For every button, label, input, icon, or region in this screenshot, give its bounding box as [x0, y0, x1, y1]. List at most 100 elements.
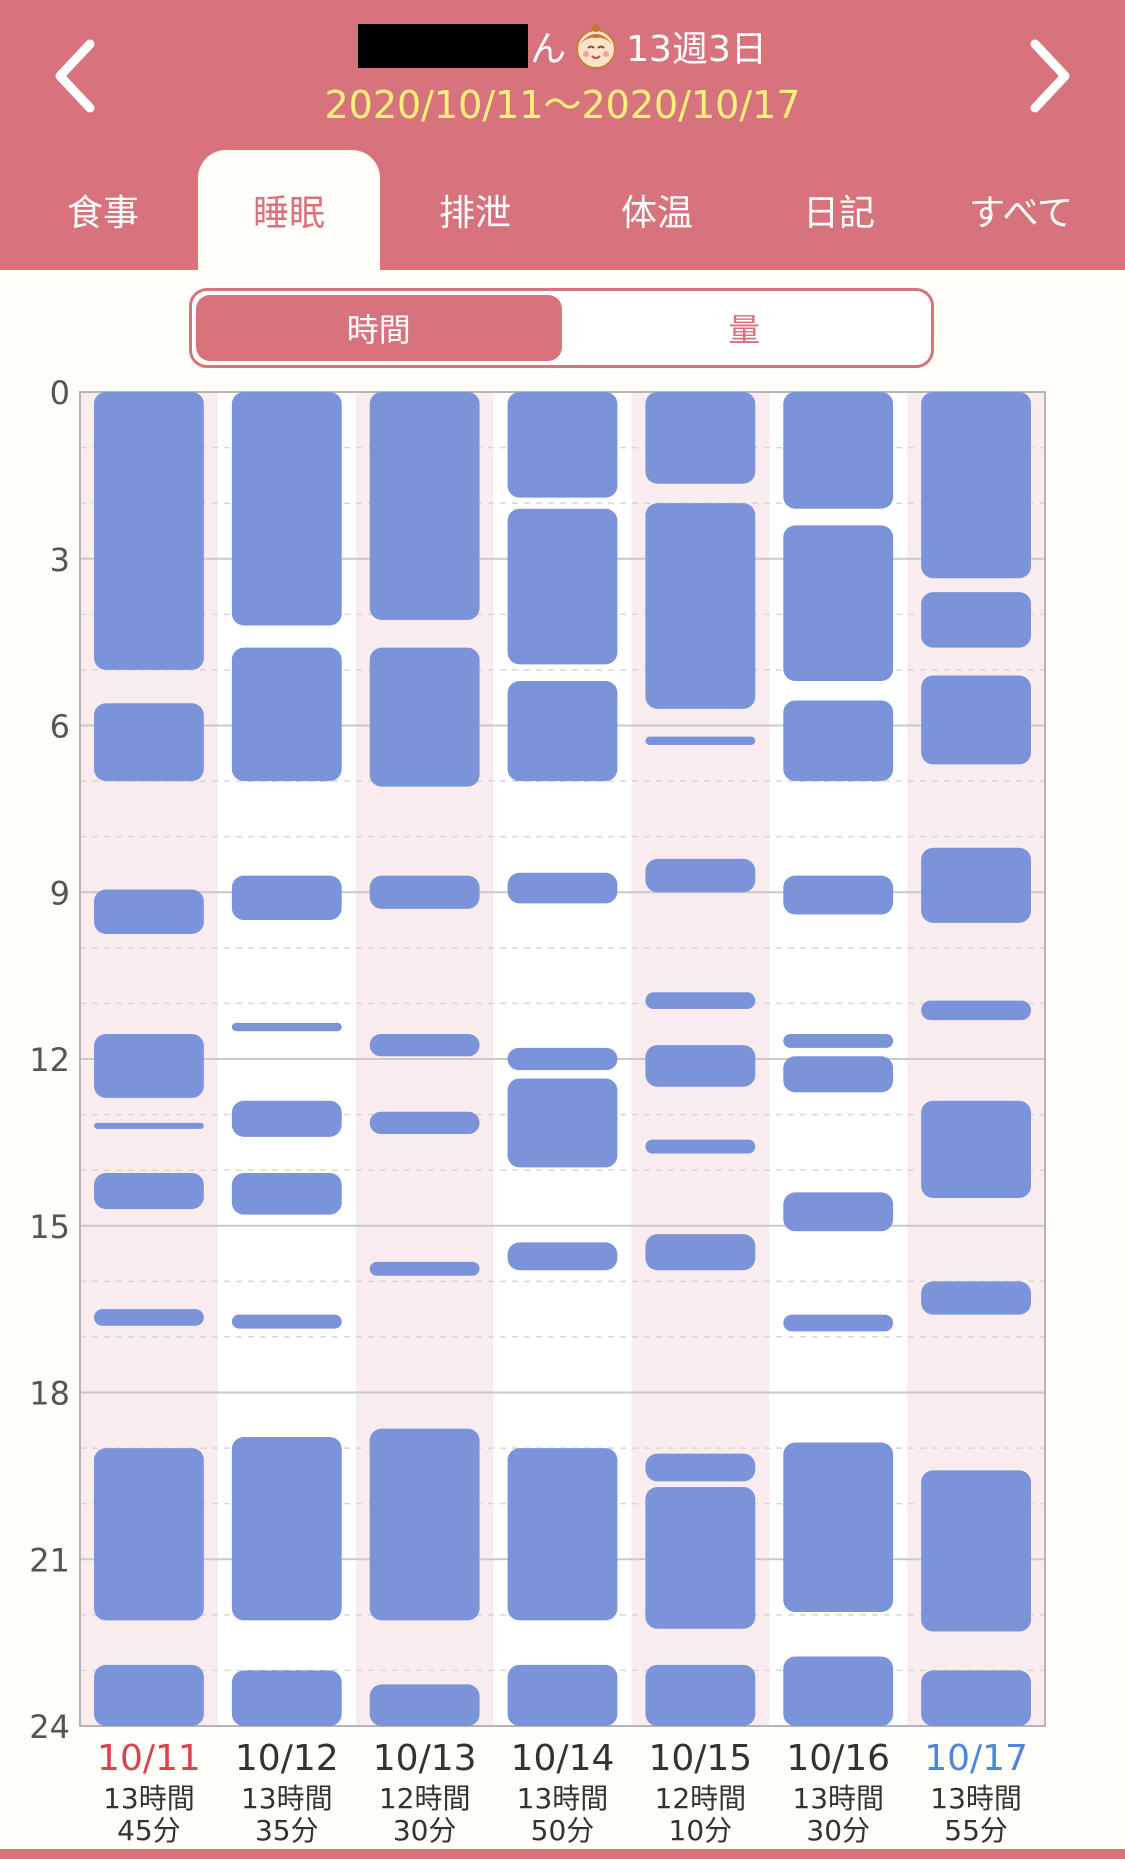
sleep-bar [645, 736, 756, 745]
y-tick-label: 9 [50, 874, 70, 912]
total-hours-label: 13時間 [792, 1782, 884, 1815]
sleep-bar [645, 1486, 756, 1629]
total-hours-label: 13時間 [517, 1782, 609, 1815]
sleep-bar [231, 875, 342, 921]
y-tick-label: 15 [29, 1208, 70, 1246]
total-hours-label: 13時間 [241, 1782, 333, 1815]
x-date-label: 10/12 [235, 1738, 339, 1779]
total-minutes-label: 10分 [669, 1814, 733, 1847]
sleep-bar [645, 1664, 756, 1726]
total-hours-label: 13時間 [103, 1782, 195, 1815]
redacted-name [358, 24, 529, 68]
y-tick-label: 0 [50, 380, 70, 412]
sleep-bar [921, 1100, 1031, 1198]
chevron-left-icon [55, 39, 95, 113]
sleep-bar [507, 1448, 618, 1621]
baby-age: 13週3日 [626, 29, 767, 70]
segment-amount[interactable]: 量 [728, 311, 761, 349]
sleep-bar [783, 392, 894, 509]
total-minutes-label: 30分 [806, 1814, 870, 1847]
sleep-bar [645, 503, 756, 709]
sleep-bar [645, 1234, 756, 1271]
sleep-bar [921, 392, 1031, 579]
total-hours-label: 13時間 [930, 1782, 1022, 1815]
sleep-bar [783, 1033, 894, 1048]
total-minutes-label: 45分 [117, 1814, 181, 1847]
sleep-bar [369, 875, 480, 909]
sleep-bar [94, 1122, 204, 1129]
sleep-bar [94, 1172, 204, 1210]
date-range: 2020/10/11〜2020/10/17 [324, 83, 801, 127]
sleep-bar [507, 1078, 618, 1168]
sleep-bar [921, 1470, 1031, 1632]
tab-diary[interactable]: 日記 [802, 193, 875, 234]
sleep-bar [783, 700, 894, 782]
sleep-bar [94, 703, 204, 782]
sleep-bar [369, 647, 480, 787]
sleep-bar [369, 1033, 480, 1057]
x-date-label: 10/15 [648, 1738, 752, 1779]
sleep-bar [783, 875, 894, 915]
tab-all[interactable]: すべて [968, 193, 1074, 234]
sleep-bar [507, 508, 618, 665]
sleep-bar [231, 392, 342, 626]
sleep-bar [783, 525, 894, 682]
sleep-bar [231, 1314, 342, 1329]
sleep-bar [921, 675, 1031, 765]
sleep-bar [921, 1000, 1031, 1021]
sleep-bar [507, 681, 618, 782]
baby-face-icon [576, 24, 617, 69]
y-tick-label: 6 [50, 708, 70, 746]
sleep-bar [231, 1670, 342, 1726]
y-tick-label: 18 [29, 1375, 70, 1413]
sleep-bar [507, 1242, 618, 1271]
sleep-bar [921, 1281, 1031, 1315]
sleep-bar [921, 592, 1031, 648]
next-week-button[interactable] [1010, 36, 1090, 116]
sleep-bar [231, 1172, 342, 1215]
tab-excretion[interactable]: 排泄 [438, 193, 511, 234]
sleep-bar [369, 1111, 480, 1135]
sleep-bar [783, 1192, 894, 1232]
sleep-bar [231, 1436, 342, 1621]
y-tick-label: 12 [29, 1041, 70, 1079]
total-hours-label: 12時間 [655, 1782, 747, 1815]
sleep-bar [921, 847, 1031, 923]
total-minutes-label: 30分 [393, 1814, 457, 1847]
sleep-bar [94, 1033, 204, 1098]
sleep-bar [369, 1428, 480, 1621]
title-line: ん 13週3日 [0, 18, 1125, 74]
sleep-bar [507, 1664, 618, 1726]
tab-sleep[interactable]: 睡眠 [198, 150, 380, 270]
x-date-label: 10/16 [786, 1738, 890, 1779]
sleep-bar [783, 1656, 894, 1726]
total-hours-label: 12時間 [379, 1782, 471, 1815]
sleep-bar [94, 1664, 204, 1726]
sleep-bar [645, 1139, 756, 1154]
view-mode-toggle: 時間 量 [189, 288, 934, 368]
y-tick-label: 3 [50, 541, 70, 579]
name-suffix: ん [530, 29, 567, 70]
tab-meal[interactable]: 食事 [66, 193, 139, 234]
prev-week-button[interactable] [35, 36, 115, 116]
sleep-bar [94, 392, 204, 670]
sleep-bar [921, 1670, 1031, 1726]
x-date-label: 10/17 [924, 1738, 1028, 1779]
x-date-label: 10/11 [97, 1738, 201, 1779]
segment-time[interactable]: 時間 [196, 295, 562, 361]
sleep-bar [369, 1261, 480, 1276]
sleep-bar [231, 1022, 342, 1032]
sleep-bar [645, 992, 756, 1009]
sleep-bar [231, 1100, 342, 1137]
sleep-bar [231, 647, 342, 782]
total-minutes-label: 35分 [255, 1814, 319, 1847]
sleep-bar [645, 858, 756, 893]
tab-temperature[interactable]: 体温 [620, 193, 693, 234]
x-date-label: 10/14 [511, 1738, 615, 1779]
sleep-bar [645, 1453, 756, 1482]
sleep-bar [94, 1309, 204, 1326]
x-date-label: 10/13 [373, 1738, 477, 1779]
y-tick-label: 24 [29, 1708, 70, 1746]
sleep-bar [507, 872, 618, 904]
sleep-bar [507, 1047, 618, 1071]
